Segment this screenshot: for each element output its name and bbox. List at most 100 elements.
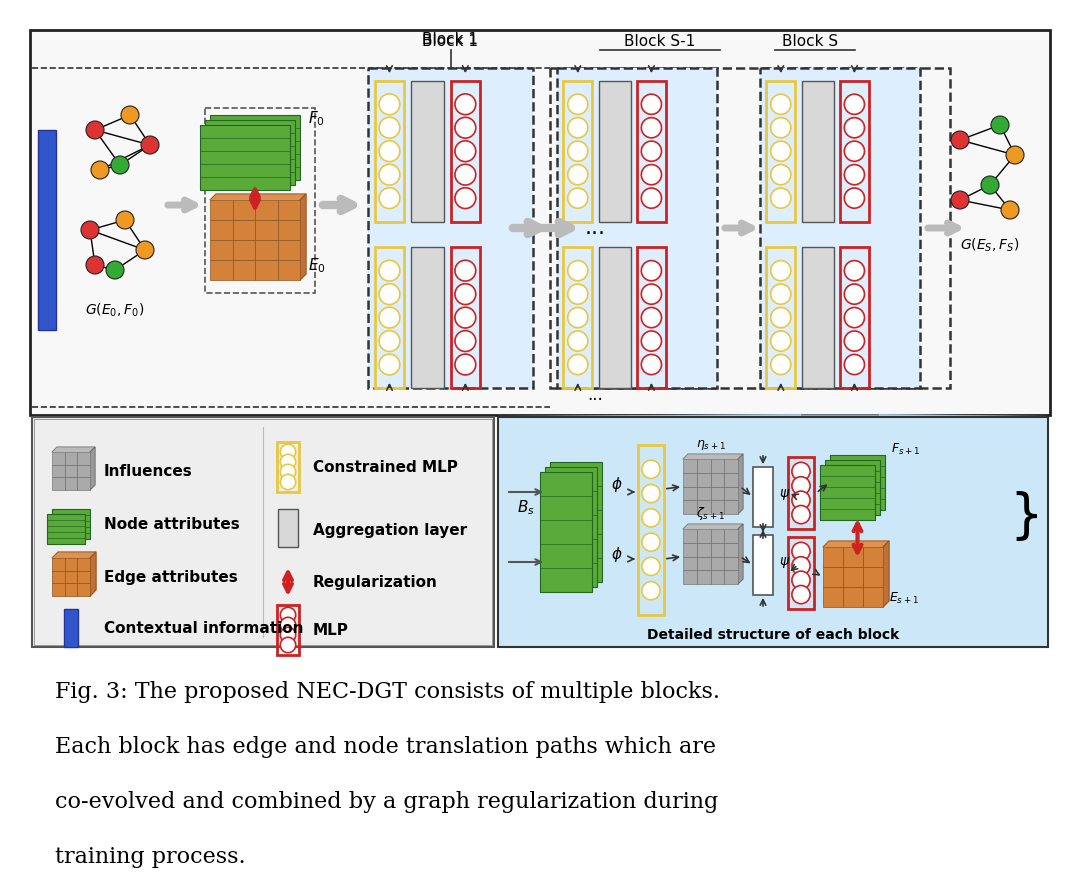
Bar bbox=[278, 200, 300, 220]
Circle shape bbox=[91, 161, 109, 179]
Bar bbox=[831, 455, 885, 510]
Text: Block S-1: Block S-1 bbox=[624, 35, 696, 50]
Bar bbox=[65, 570, 78, 583]
Bar bbox=[697, 459, 711, 473]
Circle shape bbox=[642, 308, 661, 328]
Circle shape bbox=[771, 354, 791, 375]
Bar bbox=[278, 240, 300, 260]
Circle shape bbox=[455, 307, 476, 328]
Circle shape bbox=[455, 164, 476, 185]
Circle shape bbox=[771, 261, 791, 281]
Circle shape bbox=[792, 571, 810, 589]
Circle shape bbox=[81, 221, 99, 239]
Polygon shape bbox=[498, 415, 1048, 417]
Circle shape bbox=[455, 283, 476, 304]
Text: $\phi$: $\phi$ bbox=[611, 475, 623, 494]
Circle shape bbox=[642, 533, 660, 551]
Circle shape bbox=[281, 445, 296, 460]
Circle shape bbox=[845, 188, 864, 208]
Bar bbox=[232, 220, 255, 240]
Circle shape bbox=[568, 141, 588, 161]
Polygon shape bbox=[738, 454, 743, 514]
Bar bbox=[820, 465, 875, 520]
Bar bbox=[210, 220, 232, 240]
Circle shape bbox=[455, 187, 476, 208]
Text: $\psi$: $\psi$ bbox=[780, 555, 791, 570]
Circle shape bbox=[111, 156, 129, 174]
Bar bbox=[637, 81, 665, 221]
Bar bbox=[697, 487, 711, 501]
Bar bbox=[255, 200, 278, 220]
Bar bbox=[788, 537, 814, 609]
Circle shape bbox=[845, 354, 864, 375]
Bar bbox=[823, 547, 843, 567]
Polygon shape bbox=[90, 552, 96, 596]
Bar bbox=[410, 247, 444, 388]
Circle shape bbox=[845, 165, 864, 185]
Circle shape bbox=[951, 191, 969, 209]
Circle shape bbox=[991, 116, 1009, 134]
Bar bbox=[368, 68, 534, 388]
Bar bbox=[278, 260, 300, 280]
Bar bbox=[52, 570, 65, 583]
Circle shape bbox=[455, 94, 476, 114]
Text: $F_{s+1}$: $F_{s+1}$ bbox=[891, 442, 920, 457]
Polygon shape bbox=[823, 541, 889, 547]
Circle shape bbox=[281, 474, 296, 490]
Polygon shape bbox=[210, 194, 306, 200]
Circle shape bbox=[281, 454, 296, 470]
Bar bbox=[637, 247, 665, 388]
Circle shape bbox=[379, 118, 400, 138]
Circle shape bbox=[642, 141, 661, 161]
Bar bbox=[557, 68, 717, 388]
Bar bbox=[711, 459, 725, 473]
Polygon shape bbox=[883, 541, 889, 607]
Circle shape bbox=[1001, 201, 1020, 219]
Bar bbox=[232, 260, 255, 280]
Polygon shape bbox=[683, 524, 743, 529]
Bar bbox=[840, 81, 868, 221]
Bar bbox=[78, 583, 90, 596]
Circle shape bbox=[568, 308, 588, 328]
Bar bbox=[550, 68, 950, 388]
Bar bbox=[410, 81, 444, 221]
Bar bbox=[278, 509, 298, 547]
Bar bbox=[255, 240, 278, 260]
Circle shape bbox=[792, 556, 810, 575]
Bar bbox=[65, 465, 78, 477]
Polygon shape bbox=[52, 552, 96, 558]
Text: $\zeta_{s+1}$: $\zeta_{s+1}$ bbox=[696, 505, 725, 522]
Text: $G(E_S,F_S)$: $G(E_S,F_S)$ bbox=[960, 237, 1020, 255]
Bar bbox=[64, 609, 78, 647]
Circle shape bbox=[455, 330, 476, 351]
Bar bbox=[760, 68, 920, 388]
Text: co-evolved and combined by a graph regularization during: co-evolved and combined by a graph regul… bbox=[55, 791, 718, 813]
Circle shape bbox=[845, 141, 864, 161]
Circle shape bbox=[642, 94, 661, 114]
Bar bbox=[788, 457, 814, 529]
Circle shape bbox=[642, 284, 661, 304]
Bar bbox=[52, 509, 90, 539]
Circle shape bbox=[1005, 146, 1024, 164]
Text: $E_0$: $E_0$ bbox=[308, 256, 326, 275]
Bar bbox=[78, 570, 90, 583]
Bar bbox=[863, 567, 883, 587]
Bar bbox=[540, 472, 592, 592]
Bar bbox=[725, 501, 738, 514]
Circle shape bbox=[642, 261, 661, 281]
Bar bbox=[210, 115, 300, 180]
Circle shape bbox=[568, 261, 588, 281]
Text: MLP: MLP bbox=[313, 623, 349, 637]
Bar bbox=[823, 567, 843, 587]
Circle shape bbox=[455, 354, 476, 375]
Text: ...: ... bbox=[584, 218, 606, 238]
Circle shape bbox=[845, 94, 864, 114]
Bar bbox=[38, 130, 56, 330]
Polygon shape bbox=[683, 454, 743, 459]
Circle shape bbox=[642, 188, 661, 208]
Bar bbox=[683, 459, 697, 473]
Bar bbox=[65, 583, 78, 596]
Bar bbox=[823, 587, 843, 607]
Bar bbox=[767, 247, 795, 388]
Circle shape bbox=[642, 165, 661, 185]
